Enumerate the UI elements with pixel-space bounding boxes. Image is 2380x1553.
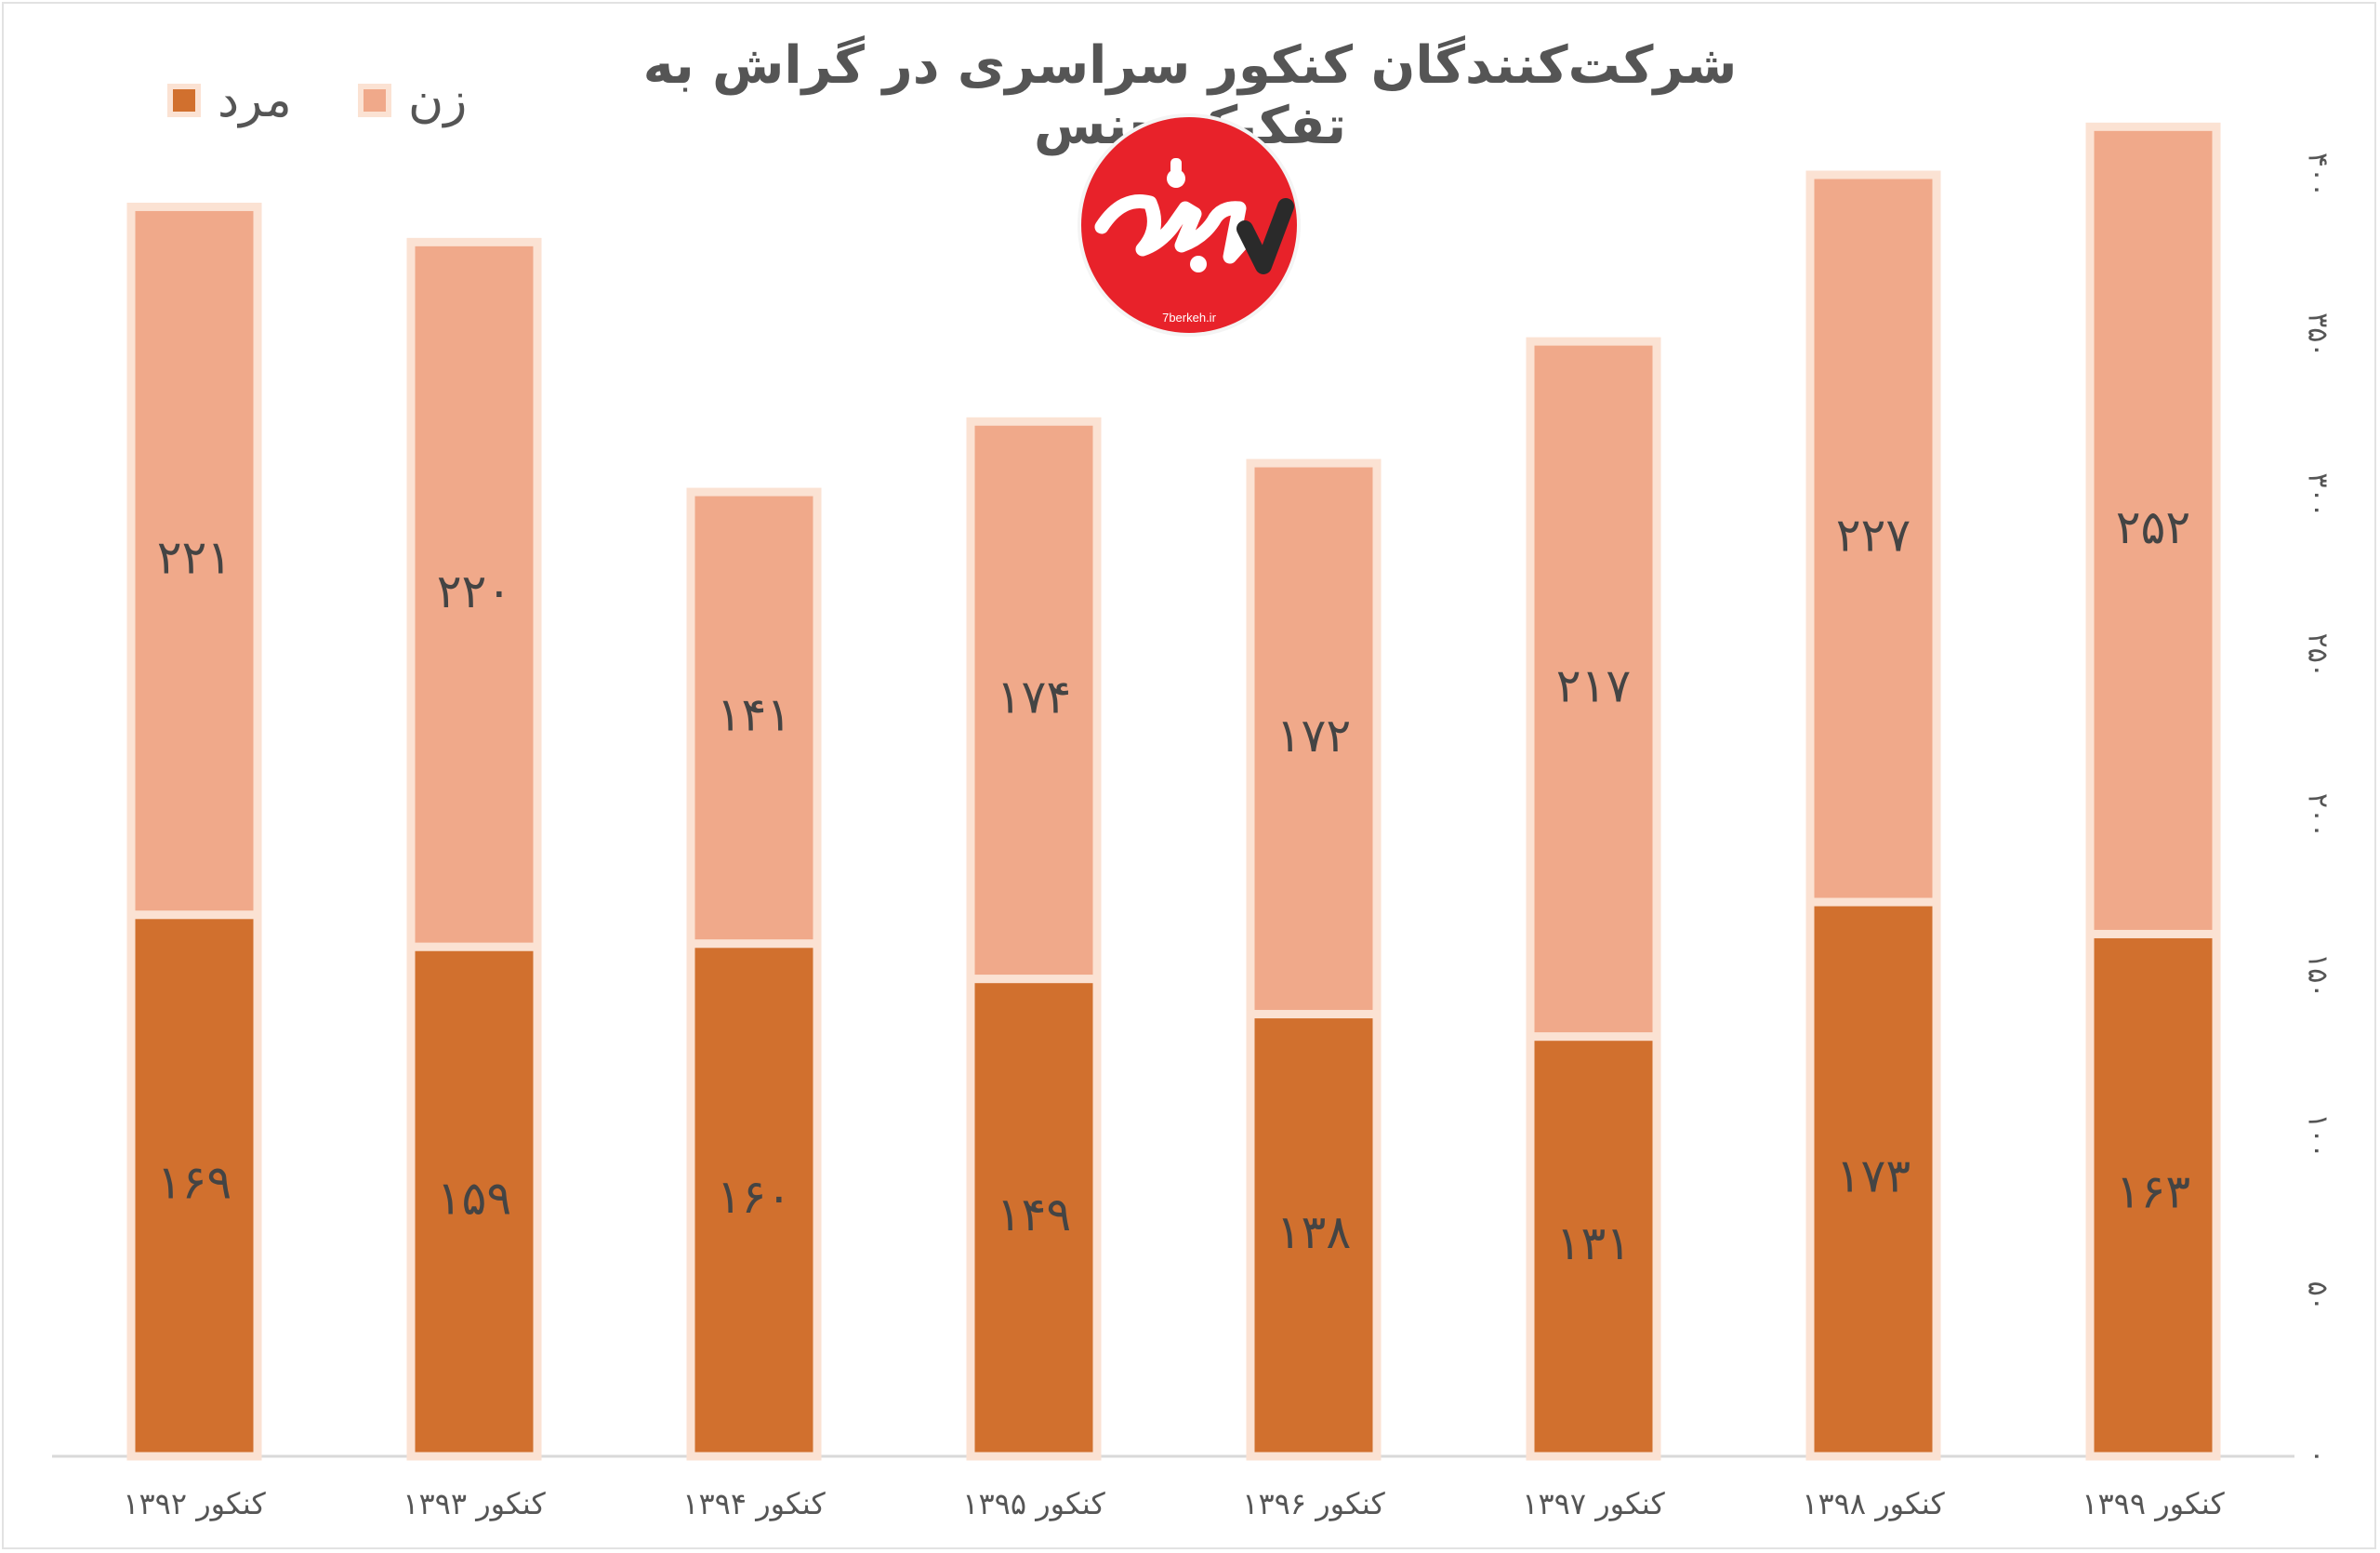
legend-label-male: مرد [218,73,292,128]
watermark-url: 7berkeh.ir [1162,311,1216,325]
bar-male-1 [126,910,262,1461]
y-tick-label-6: ۲۵۰ [2302,633,2334,678]
chart-title: شرکت‌کنندگان کنکور سراسری در گراش به تفک… [642,35,1738,156]
x-tick-label-1: کنکور ۱۳۹۲ [123,1486,266,1521]
legend-swatch-male [167,84,201,117]
data-label-female-6: ۲۱۷ [1556,658,1632,712]
x-tick-label-5: کنکور ۱۳۹۶ [1242,1486,1385,1521]
data-label-male-6: ۱۳۱ [1556,1216,1632,1270]
bar-female-5 [1246,458,1382,1019]
bar-female-4 [966,417,1102,984]
bar-female-1 [126,202,262,920]
logo-glyph-icon [1094,158,1294,274]
x-tick-label-7: کنکور ۱۳۹۸ [1802,1486,1945,1521]
data-label-male-8: ۱۶۳ [2116,1165,2191,1219]
legend-label-female: زن [408,73,468,128]
bar-male-7 [1805,897,1941,1461]
bar-female-6 [1526,337,1661,1042]
y-tick-label-8: ۳۵۰ [2302,312,2334,357]
data-label-male-4: ۱۴۹ [997,1188,1072,1241]
bar-male-2 [406,942,542,1461]
legend-item-male: مرد [167,67,292,134]
bar-female-7 [1805,170,1941,907]
bar-male-6 [1526,1032,1661,1461]
y-tick-label-7: ۳۰۰ [2302,472,2334,517]
data-label-female-3: ۱۴۱ [717,687,792,741]
bar-female-8 [2085,122,2221,938]
legend-swatch-female [358,84,391,117]
y-tick-label-2: ۵۰ [2302,1281,2334,1311]
data-label-male-5: ۱۳۸ [1276,1205,1352,1259]
x-tick-label-3: کنکور ۱۳۹۴ [682,1486,826,1521]
data-label-male-7: ۱۷۳ [1836,1149,1911,1203]
y-tick-label-9: ۴۰۰ [2302,153,2334,197]
data-label-female-2: ۲۲۰ [437,564,512,618]
x-tick-label-8: کنکور ۱۳۹۹ [2082,1486,2225,1521]
y-tick-label-1: ۰ [2302,1449,2334,1464]
watermark-logo: 7berkeh.ir [1081,117,1297,333]
data-label-female-8: ۲۵۲ [2116,500,2191,554]
data-label-male-1: ۱۶۹ [157,1155,232,1209]
y-tick-label-5: ۲۰۰ [2302,793,2334,838]
bar-male-5 [1246,1010,1382,1461]
legend-item-female: زن [358,67,467,134]
data-label-female-5: ۱۷۲ [1276,709,1352,763]
data-label-female-4: ۱۷۴ [997,670,1072,723]
data-label-female-7: ۲۲۷ [1836,509,1911,563]
y-tick-label-4: ۱۵۰ [2302,953,2334,998]
data-label-male-2: ۱۵۹ [437,1172,512,1226]
x-tick-label-2: کنکور ۱۳۹۳ [403,1486,546,1521]
bar-male-4 [966,975,1102,1461]
data-label-female-1: ۲۲۱ [157,531,232,585]
data-label-male-3: ۱۶۰ [717,1170,792,1224]
x-tick-label-6: کنکور ۱۳۹۷ [1522,1486,1665,1521]
bar-male-3 [686,939,822,1461]
bar-male-8 [2085,929,2221,1461]
x-tick-label-4: کنکور ۱۳۹۵ [962,1486,1105,1521]
y-tick-label-3: ۱۰۰ [2302,1113,2334,1158]
